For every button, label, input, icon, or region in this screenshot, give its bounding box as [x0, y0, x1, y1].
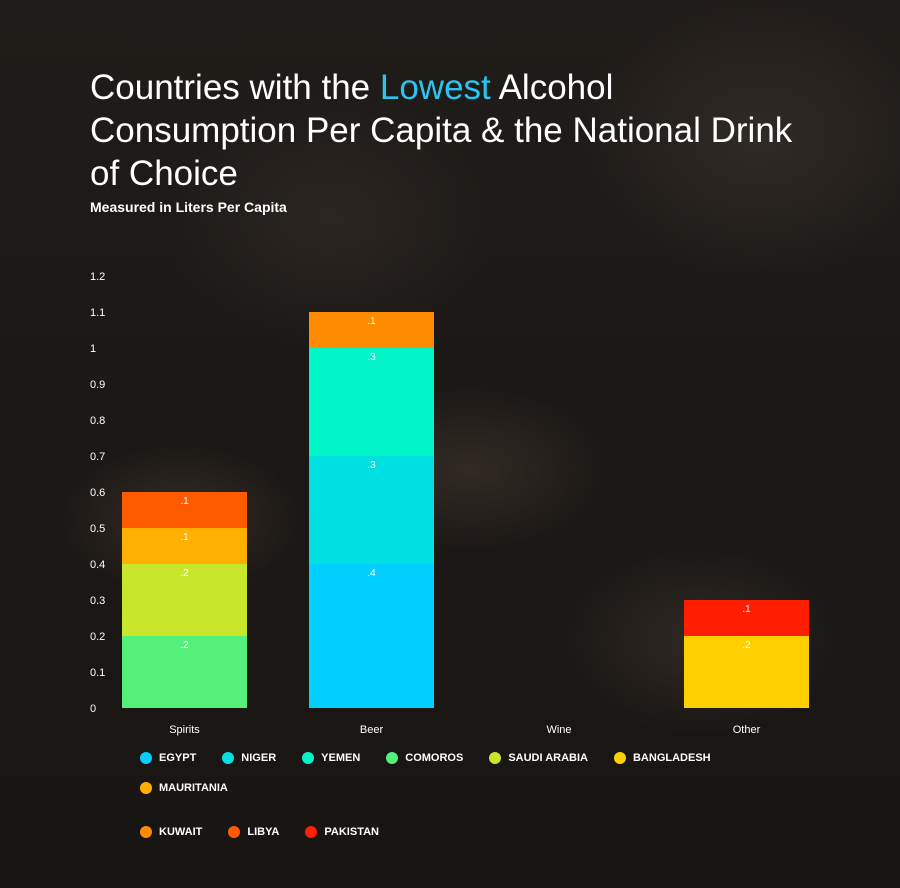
chart-legend: EGYPT NIGER YEMEN COMOROS SAUDI ARABIA BANGLA… — [140, 750, 840, 840]
bar-segment — [122, 564, 247, 636]
bar-segment — [684, 600, 809, 636]
legend-item[interactable]: BANGLADESH — [613, 750, 711, 766]
bar-segment — [684, 636, 809, 708]
legend-color-dot — [222, 752, 235, 764]
bar-data-label: .3 — [367, 460, 376, 471]
legend-item[interactable]: COMOROS — [386, 750, 463, 766]
legend-item[interactable]: KUWAIT — [140, 824, 202, 840]
bar-data-label: .3 — [367, 352, 376, 363]
title-part-2: Alcohol Consumption Per Capita & the Nat… — [90, 68, 793, 193]
x-category-label: Spirits — [169, 724, 200, 736]
legend-item[interactable]: NIGER — [222, 750, 276, 766]
legend-label: NIGER — [241, 752, 277, 764]
legend-color-dot — [140, 752, 152, 764]
legend-label: YEMEN — [321, 752, 361, 764]
bar-data-label: .1 — [367, 316, 376, 327]
bar-data-label: .4 — [367, 568, 376, 579]
y-tick-label: 1 — [90, 343, 96, 355]
bar-data-label: .1 — [180, 532, 189, 543]
bar-segment — [309, 348, 434, 456]
bar-data-label: .1 — [180, 496, 189, 507]
y-tick-label: 0.9 — [90, 379, 105, 391]
bar-segment — [309, 312, 434, 348]
y-tick-label: 1.1 — [90, 307, 105, 319]
y-tick-label: 0.2 — [90, 631, 105, 643]
legend-item[interactable]: MAURITANIA — [140, 780, 228, 796]
y-tick-label: 0 — [90, 703, 96, 715]
bar-segment — [122, 528, 247, 564]
legend-color-dot — [228, 826, 241, 838]
bar-data-label: .2 — [742, 640, 751, 651]
legend-label: LIBYA — [247, 826, 280, 838]
y-tick-label: 0.1 — [90, 667, 105, 679]
y-tick-label: 0.4 — [90, 559, 105, 571]
legend-color-dot — [140, 826, 152, 838]
y-tick-label: 1.2 — [90, 271, 105, 283]
legend-color-dot — [613, 752, 626, 764]
x-category-label: Other — [733, 724, 761, 736]
chart-subtitle: Measured in Liters Per Capita — [90, 199, 287, 215]
legend-item[interactable]: SAUDI ARABIA — [489, 750, 588, 766]
y-tick-label: 0.7 — [90, 451, 105, 463]
legend-color-dot — [302, 752, 315, 764]
legend-item[interactable]: LIBYA — [228, 824, 279, 840]
legend-item[interactable]: YEMEN — [302, 750, 360, 766]
legend-color-dot — [386, 752, 399, 764]
legend-label: EGYPT — [159, 752, 197, 764]
title-highlight: Lowest — [379, 68, 491, 107]
x-category-label: Beer — [360, 724, 384, 736]
bar-segment — [309, 456, 434, 564]
legend-label: PAKISTAN — [324, 826, 379, 838]
legend-color-dot — [305, 826, 318, 838]
y-tick-label: 0.8 — [90, 415, 105, 427]
title-part-1: Countries with the — [90, 68, 380, 107]
chart-title: Countries with the Lowest Alcohol Consum… — [90, 66, 810, 195]
bar-data-label: .2 — [180, 568, 189, 579]
legend-label: BANGLADESH — [632, 752, 711, 764]
legend-color-dot — [140, 782, 152, 794]
legend-item[interactable]: EGYPT — [140, 750, 196, 766]
x-category-label: Wine — [546, 724, 571, 736]
bar-segment — [309, 564, 434, 708]
legend-color-dot — [489, 752, 502, 764]
y-tick-label: 0.3 — [90, 595, 105, 607]
bar-data-label: .1 — [742, 604, 751, 615]
bar-segment — [122, 636, 247, 708]
bar-data-label: .2 — [180, 640, 189, 651]
bar-segment — [122, 492, 247, 528]
y-tick-label: 0.6 — [90, 487, 105, 499]
legend-item[interactable]: PAKISTAN — [305, 824, 379, 840]
y-tick-label: 0.5 — [90, 523, 105, 535]
legend-label: MAURITANIA — [159, 782, 228, 794]
legend-label: SAUDI ARABIA — [508, 752, 588, 764]
legend-label: COMOROS — [405, 752, 464, 764]
legend-label: KUWAIT — [159, 826, 203, 838]
